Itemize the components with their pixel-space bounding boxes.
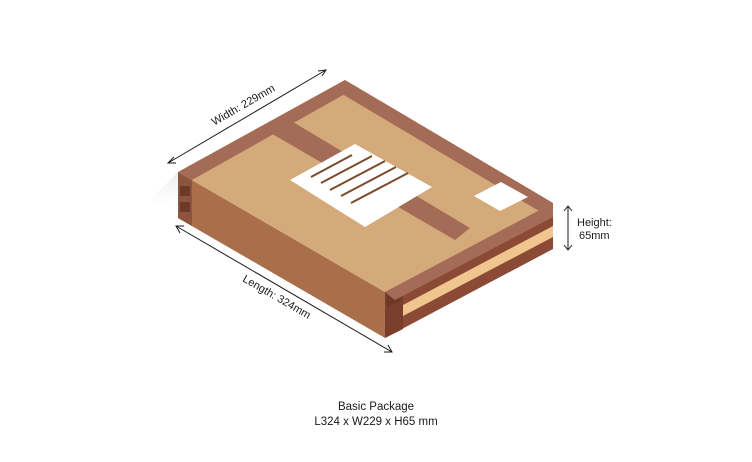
height-label-line1: Height: — [577, 217, 612, 229]
corner-notch-upper — [180, 186, 190, 196]
tape-top-right-edge — [332, 80, 553, 211]
tape-top-front-edge — [385, 203, 553, 300]
tape-left-corner — [178, 172, 192, 226]
caption-title: Basic Package — [337, 401, 415, 413]
label-line — [320, 155, 373, 184]
corner-notch-lower — [180, 202, 190, 212]
label-line — [310, 154, 353, 178]
label-lines — [310, 154, 409, 204]
box-left-face — [178, 172, 385, 338]
label-line — [329, 160, 386, 191]
tape-top-left-edge — [178, 80, 345, 180]
label-line — [340, 166, 397, 197]
width-label: Width: 229mm — [210, 82, 277, 128]
caption-dimensions: L324 x W229 x H65 mm — [314, 416, 438, 428]
label-line — [350, 172, 409, 204]
width-arrow — [167, 69, 327, 164]
box-shadow — [150, 172, 185, 215]
box-right-stripe — [403, 226, 553, 316]
width-dimension — [166, 69, 328, 164]
small-sticker — [474, 182, 528, 211]
height-dimension — [563, 205, 573, 251]
height-label-line2: 65mm — [579, 230, 610, 242]
length-arrow — [175, 225, 393, 353]
length-dimension — [175, 225, 393, 353]
